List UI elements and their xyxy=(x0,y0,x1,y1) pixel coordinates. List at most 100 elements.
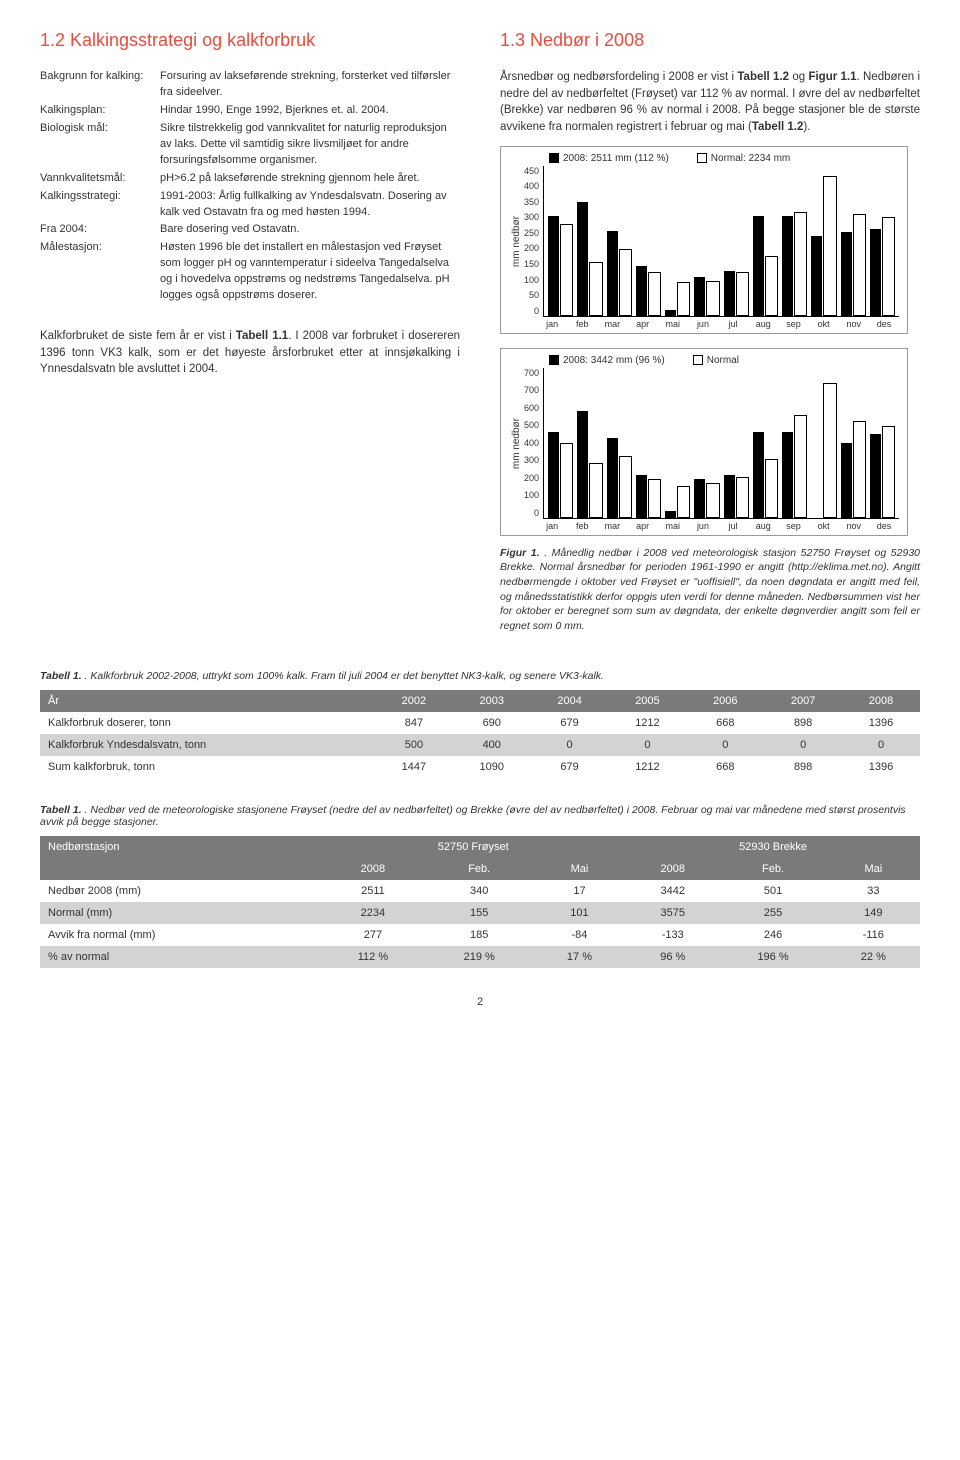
bar-normal xyxy=(560,443,573,518)
bar-2008 xyxy=(694,277,705,315)
bar-normal xyxy=(823,176,836,316)
bar-normal xyxy=(794,415,807,518)
table-cell: 112 % xyxy=(320,946,425,968)
table-cell: Sum kalkforbruk, tonn xyxy=(40,756,375,778)
y-axis-label: mm nedbør xyxy=(509,216,524,267)
table-cell: 185 xyxy=(426,924,533,946)
x-tick-label: okt xyxy=(809,319,839,329)
table-row: Sum kalkforbruk, tonn1447109067912126688… xyxy=(40,756,920,778)
table-row: Normal (mm)22341551013575255149 xyxy=(40,902,920,924)
table-cell: % av normal xyxy=(40,946,320,968)
plot-area xyxy=(543,166,899,317)
bar-2008 xyxy=(753,216,764,316)
precip-chart-brekke: 2008: 3442 mm (96 %) Normal mm nedbør 70… xyxy=(500,348,908,536)
bar-normal xyxy=(736,272,749,315)
bar-2008 xyxy=(870,434,881,518)
x-tick-label: des xyxy=(869,319,899,329)
table-cell: 340 xyxy=(426,880,533,902)
x-tick-label: des xyxy=(869,521,899,531)
table-subheader-cell: Mai xyxy=(533,858,626,880)
x-tick-label: sep xyxy=(778,521,808,531)
def-value: Høsten 1996 ble det installert en målest… xyxy=(160,240,460,304)
kalkforbruk-table: År2002200320042005200620072008 Kalkforbr… xyxy=(40,690,920,778)
bar-normal xyxy=(589,262,602,315)
table-cell: 679 xyxy=(531,756,609,778)
figure-caption: Figur 1. . Månedlig nedbør i 2008 ved me… xyxy=(500,546,920,634)
table-cell: 898 xyxy=(764,756,842,778)
table-cell: -133 xyxy=(626,924,719,946)
y-axis-label: mm nedbør xyxy=(509,418,524,469)
bar-normal xyxy=(706,483,719,517)
table-cell: 1090 xyxy=(453,756,531,778)
bar-normal xyxy=(589,463,602,518)
x-tick-label: jul xyxy=(718,319,748,329)
def-value: Bare dosering ved Ostavatn. xyxy=(160,222,460,238)
bar-normal xyxy=(677,282,690,315)
table-cell: 0 xyxy=(686,734,764,756)
bar-2008 xyxy=(665,511,676,518)
table-cell: 2511 xyxy=(320,880,425,902)
table-cell: -84 xyxy=(533,924,626,946)
right-body-paragraph: Årsnedbør og nedbørsfordeling i 2008 er … xyxy=(500,69,920,136)
definition-list: Bakgrunn for kalking:Forsuring av laksef… xyxy=(40,69,460,304)
table-row: Kalkforbruk doserer, tonn847690679121266… xyxy=(40,712,920,734)
x-tick-label: nov xyxy=(839,319,869,329)
bar-2008 xyxy=(841,232,852,315)
bar-normal xyxy=(765,256,778,316)
table-row: Avvik fra normal (mm)277185-84-133246-11… xyxy=(40,924,920,946)
table-header-cell: 52930 Brekke xyxy=(626,836,920,858)
bar-normal xyxy=(853,214,866,316)
table-row: % av normal112 %219 %17 %96 %196 %22 % xyxy=(40,946,920,968)
x-tick-label: jun xyxy=(688,521,718,531)
x-tick-label: apr xyxy=(628,319,658,329)
table-cell: 0 xyxy=(842,734,920,756)
x-tick-label: feb xyxy=(567,319,597,329)
x-tick-label: nov xyxy=(839,521,869,531)
legend-swatch-2008 xyxy=(549,153,559,163)
x-tick-label: mar xyxy=(597,319,627,329)
x-tick-label: aug xyxy=(748,319,778,329)
table-cell: 679 xyxy=(531,712,609,734)
bar-2008 xyxy=(753,432,764,518)
bar-normal xyxy=(706,281,719,316)
table1-caption: Tabell 1. . Kalkforbruk 2002-2008, uttry… xyxy=(40,670,920,682)
table-header-cell: 52750 Frøyset xyxy=(320,836,626,858)
table-cell: 255 xyxy=(719,902,826,924)
table-cell: 33 xyxy=(827,880,920,902)
table-header-cell: 2005 xyxy=(609,690,687,712)
def-label: Kalkingsstrategi: xyxy=(40,189,160,221)
bar-normal xyxy=(882,426,895,518)
table-subheader-cell: 2008 xyxy=(626,858,719,880)
bar-2008 xyxy=(724,271,735,315)
table-subheader-cell xyxy=(40,858,320,880)
bar-normal xyxy=(677,486,690,518)
table-cell: 668 xyxy=(686,756,764,778)
y-axis-ticks: 7007006005004003002001000 xyxy=(524,368,543,518)
bar-normal xyxy=(648,479,661,518)
x-tick-label: feb xyxy=(567,521,597,531)
plot-area xyxy=(543,368,899,519)
bar-normal xyxy=(619,249,632,316)
bar-normal xyxy=(560,224,573,316)
table-cell: 1396 xyxy=(842,756,920,778)
bar-normal xyxy=(853,421,866,517)
bar-2008 xyxy=(694,479,705,518)
x-tick-label: jul xyxy=(718,521,748,531)
table-row: Kalkforbruk Yndesdalsvatn, tonn500400000… xyxy=(40,734,920,756)
table-cell: 155 xyxy=(426,902,533,924)
table-cell: 400 xyxy=(453,734,531,756)
table-header-cell: 2008 xyxy=(842,690,920,712)
table-cell: 3442 xyxy=(626,880,719,902)
table-cell: 690 xyxy=(453,712,531,734)
x-tick-label: jan xyxy=(537,319,567,329)
table-cell: 17 % xyxy=(533,946,626,968)
section-heading-right: 1.3 Nedbør i 2008 xyxy=(500,30,920,51)
x-axis-labels: janfebmaraprmaijunjulaugsepoktnovdes xyxy=(509,319,899,329)
table-cell: Kalkforbruk Yndesdalsvatn, tonn xyxy=(40,734,375,756)
table-cell: 196 % xyxy=(719,946,826,968)
x-tick-label: mar xyxy=(597,521,627,531)
bar-2008 xyxy=(636,475,647,518)
section-heading-left: 1.2 Kalkingsstrategi og kalkforbruk xyxy=(40,30,460,51)
table-cell: 501 xyxy=(719,880,826,902)
table-cell: 17 xyxy=(533,880,626,902)
